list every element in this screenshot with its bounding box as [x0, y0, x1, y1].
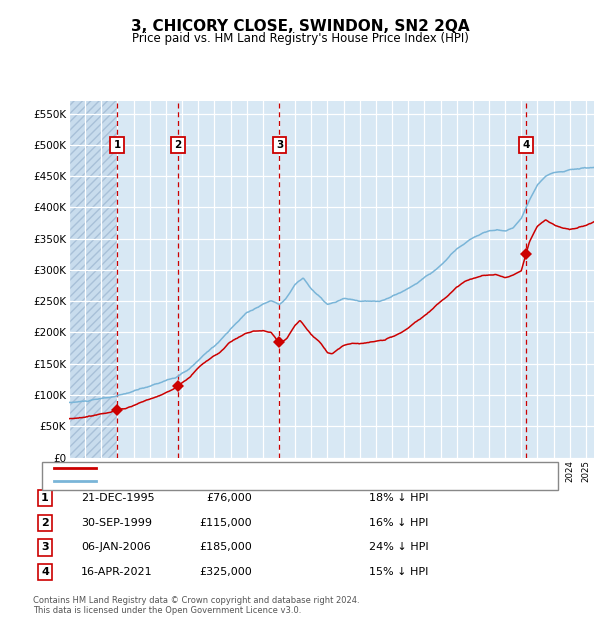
Text: £185,000: £185,000	[199, 542, 252, 552]
Text: 18% ↓ HPI: 18% ↓ HPI	[369, 493, 428, 503]
Text: £325,000: £325,000	[199, 567, 252, 577]
Text: 2: 2	[175, 140, 182, 150]
Text: HPI: Average price, detached house, Swindon: HPI: Average price, detached house, Swin…	[102, 476, 339, 486]
Text: Contains HM Land Registry data © Crown copyright and database right 2024.
This d: Contains HM Land Registry data © Crown c…	[33, 596, 359, 615]
Text: 3, CHICORY CLOSE, SWINDON, SN2 2QA: 3, CHICORY CLOSE, SWINDON, SN2 2QA	[131, 19, 469, 33]
Text: 15% ↓ HPI: 15% ↓ HPI	[369, 567, 428, 577]
Text: 21-DEC-1995: 21-DEC-1995	[81, 493, 155, 503]
Text: 16% ↓ HPI: 16% ↓ HPI	[369, 518, 428, 528]
Text: 3, CHICORY CLOSE, SWINDON, SN2 2QA (detached house): 3, CHICORY CLOSE, SWINDON, SN2 2QA (deta…	[102, 463, 405, 474]
Text: £76,000: £76,000	[206, 493, 252, 503]
Text: 4: 4	[523, 140, 530, 150]
Text: 1: 1	[113, 140, 121, 150]
Text: 3: 3	[276, 140, 283, 150]
Text: 2: 2	[41, 518, 49, 528]
Text: 24% ↓ HPI: 24% ↓ HPI	[369, 542, 428, 552]
Text: 1: 1	[41, 493, 49, 503]
Text: 3: 3	[41, 542, 49, 552]
Text: 4: 4	[41, 567, 49, 577]
Text: 06-JAN-2006: 06-JAN-2006	[81, 542, 151, 552]
Bar	[69, 101, 117, 458]
Text: 30-SEP-1999: 30-SEP-1999	[81, 518, 152, 528]
Text: 16-APR-2021: 16-APR-2021	[81, 567, 152, 577]
Text: £115,000: £115,000	[199, 518, 252, 528]
Text: Price paid vs. HM Land Registry's House Price Index (HPI): Price paid vs. HM Land Registry's House …	[131, 32, 469, 45]
